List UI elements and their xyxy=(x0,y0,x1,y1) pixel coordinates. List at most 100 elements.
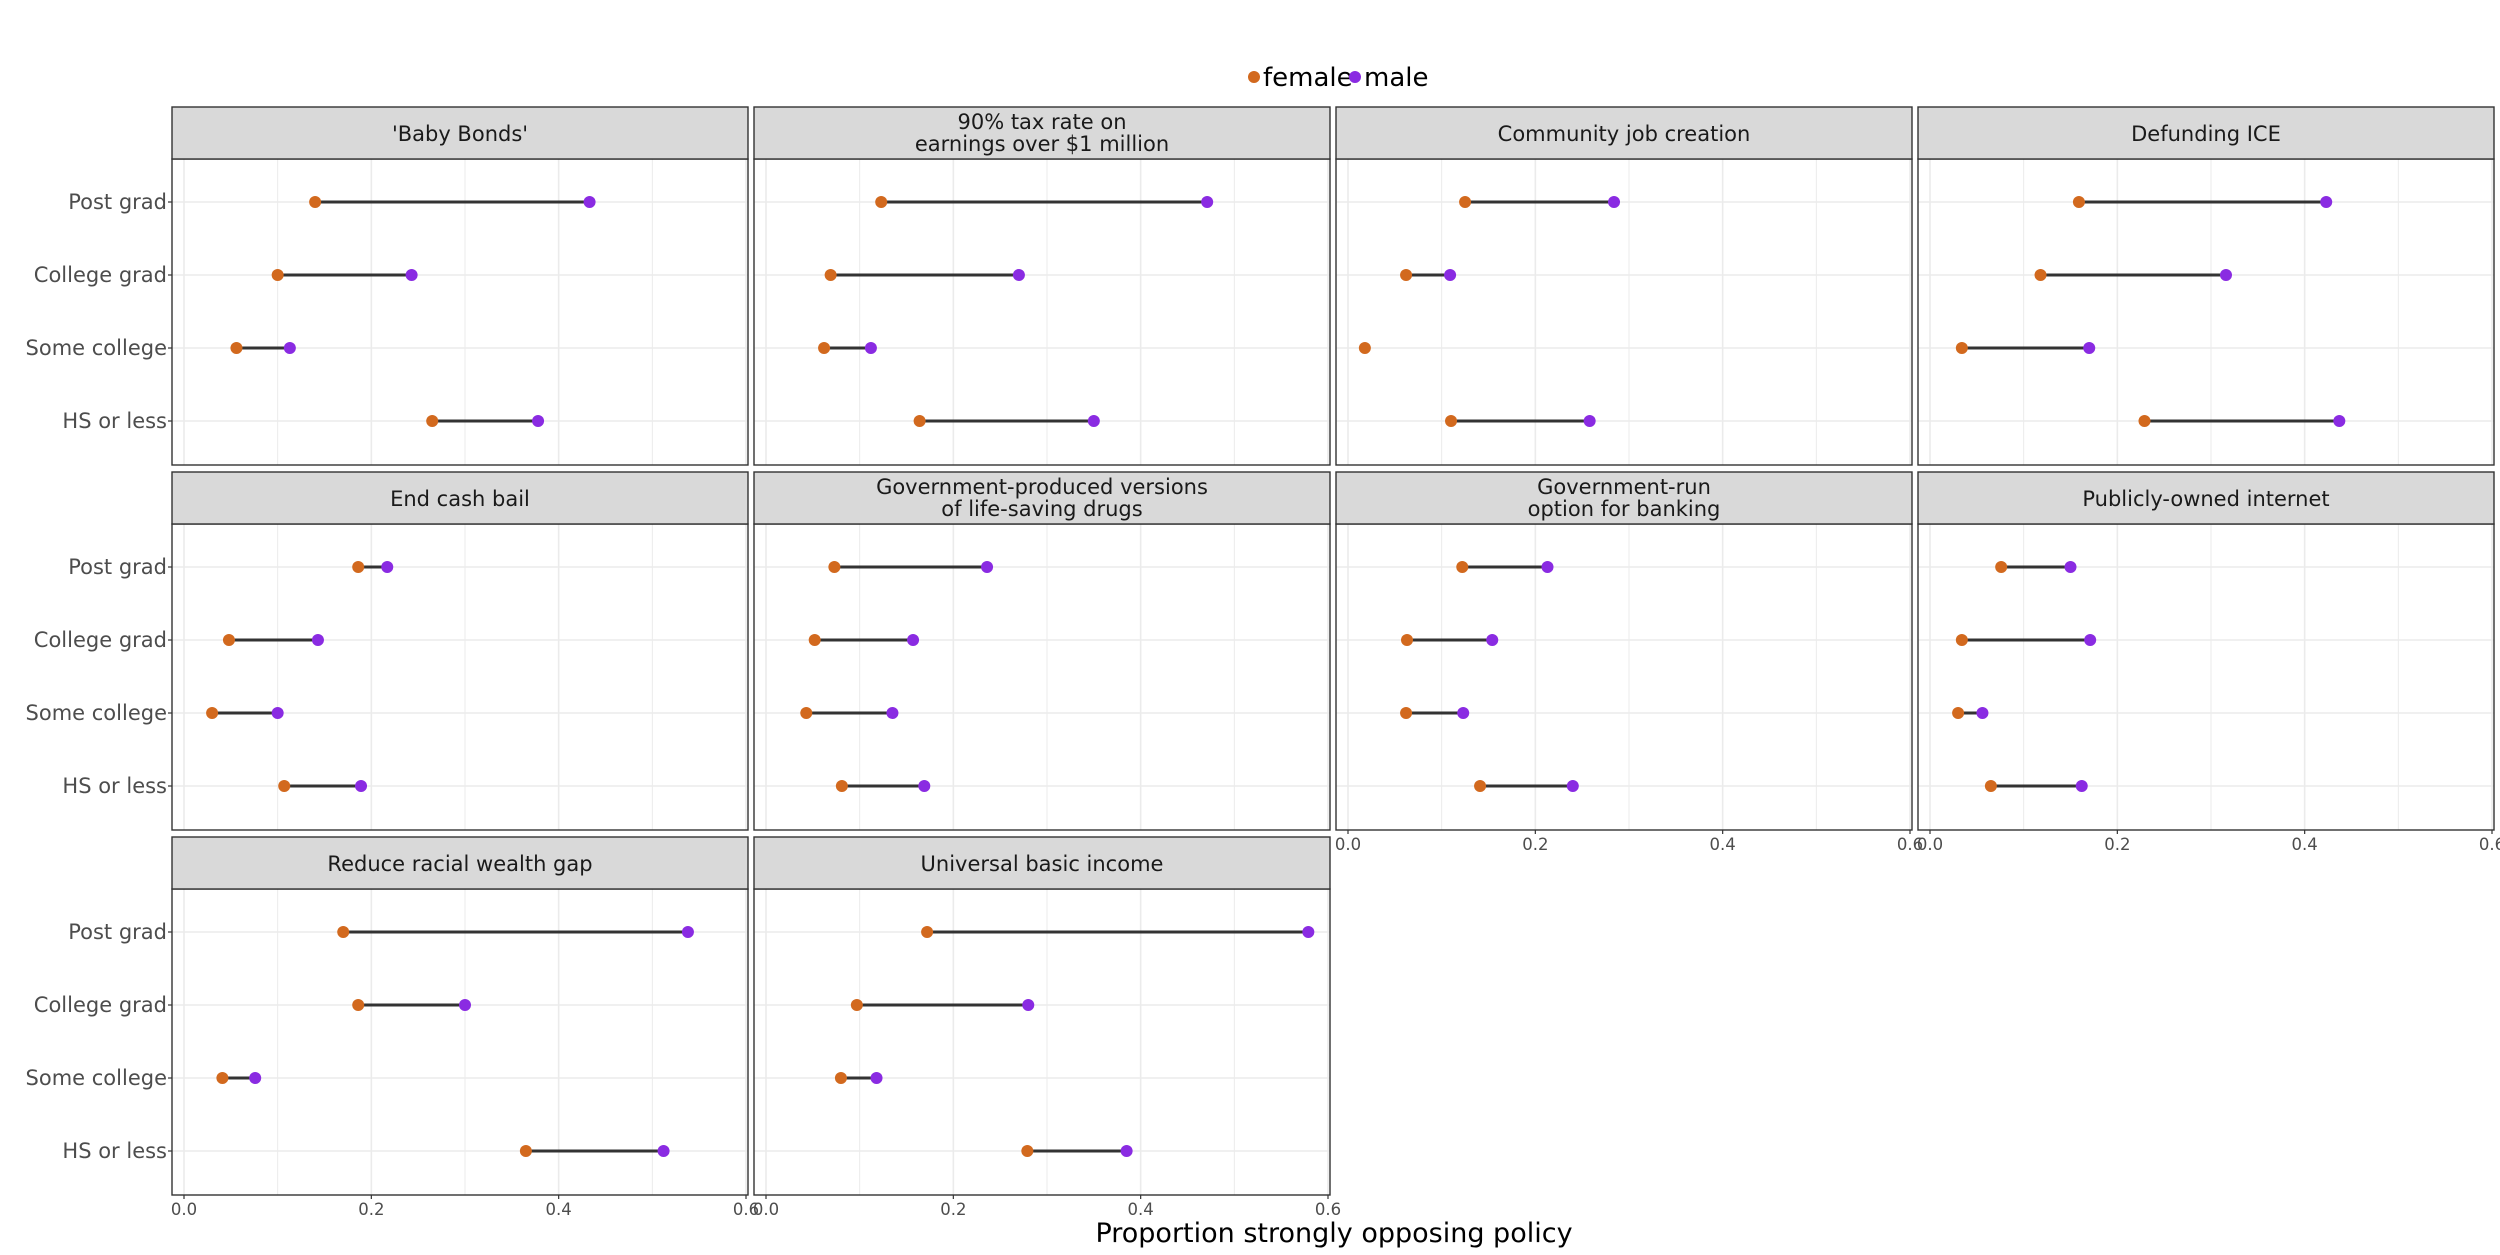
y-tick-label: Post grad xyxy=(68,555,167,579)
point-male xyxy=(1566,780,1579,792)
legend: female male xyxy=(1248,63,1428,93)
panel-5: End cash bail Post grad College grad Some c… xyxy=(26,471,749,831)
point-male xyxy=(311,634,324,646)
x-axis-title: Proportion strongly opposing policy xyxy=(1095,1218,1572,1249)
x-tick-label: 0.4 xyxy=(1710,835,1736,854)
point-female xyxy=(206,707,219,719)
panel-9: Reduce racial wealth gap Post grad College… xyxy=(26,836,759,1219)
point-male xyxy=(1201,196,1214,208)
y-tick-label: HS or less xyxy=(62,1139,167,1163)
point-male xyxy=(886,707,899,719)
panel-border xyxy=(753,888,1331,1196)
strip-background xyxy=(1917,106,2495,160)
point-male xyxy=(2075,780,2088,792)
panel-4: Defunding ICE xyxy=(1917,106,2495,466)
panel-title: Community job creation xyxy=(1498,122,1751,146)
y-tick-label: Some college xyxy=(26,336,167,360)
point-female xyxy=(1955,342,1968,354)
point-male xyxy=(405,269,418,281)
x-tick-label: 0.2 xyxy=(2104,835,2130,854)
panels-layer: 'Baby Bonds' Post grad College grad Some co… xyxy=(26,106,2500,1219)
point-male xyxy=(2083,342,2096,354)
panel-border xyxy=(1917,158,2495,466)
panel-1: 'Baby Bonds' Post grad College grad Some co… xyxy=(26,106,749,466)
panel-title: Government-produced versions xyxy=(876,475,1208,499)
point-female xyxy=(2138,415,2151,427)
x-tick-label: 0.6 xyxy=(1315,1200,1341,1219)
point-female xyxy=(808,634,821,646)
legend-label-male: male xyxy=(1364,63,1428,93)
panel-title: Universal basic income xyxy=(921,852,1164,876)
panel-title: 90% tax rate on xyxy=(957,110,1126,134)
y-tick-label: Post grad xyxy=(68,920,167,944)
point-male xyxy=(1012,269,1025,281)
point-male xyxy=(1444,269,1457,281)
panel-title: 'Baby Bonds' xyxy=(392,122,528,146)
point-female xyxy=(1456,561,1469,573)
point-female xyxy=(271,269,284,281)
x-tick-label: 0.6 xyxy=(733,1200,759,1219)
x-tick-label: 0.2 xyxy=(1522,835,1548,854)
panel-border xyxy=(171,523,749,831)
point-male xyxy=(864,342,877,354)
point-female xyxy=(1995,561,2008,573)
point-male xyxy=(2333,415,2346,427)
point-female xyxy=(800,707,813,719)
strip-background xyxy=(1917,471,2495,525)
y-tick-label: Some college xyxy=(26,701,167,725)
x-tick-label: 0.2 xyxy=(358,1200,384,1219)
panel-title: End cash bail xyxy=(390,487,530,511)
x-tick-label: 0.0 xyxy=(171,1200,197,1219)
point-female xyxy=(1358,342,1371,354)
point-female xyxy=(2034,269,2047,281)
point-female xyxy=(824,269,837,281)
point-male xyxy=(283,342,296,354)
strip-background xyxy=(753,836,1331,890)
point-female xyxy=(818,342,831,354)
point-female xyxy=(1952,707,1965,719)
y-tick-label: HS or less xyxy=(62,774,167,798)
point-male xyxy=(870,1072,883,1084)
point-female xyxy=(1984,780,1997,792)
panel-title: Defunding ICE xyxy=(2131,122,2281,146)
point-female xyxy=(1021,1145,1034,1157)
point-female xyxy=(519,1145,532,1157)
point-female xyxy=(230,342,243,354)
point-male xyxy=(1457,707,1470,719)
point-female xyxy=(216,1072,229,1084)
legend-label-female: female xyxy=(1263,63,1353,93)
x-tick-label: 0.0 xyxy=(753,1200,779,1219)
point-female xyxy=(1445,415,1458,427)
strip-background xyxy=(753,471,1331,525)
point-male xyxy=(918,780,931,792)
legend-key-male xyxy=(1349,71,1361,83)
x-tick-label: 0.4 xyxy=(546,1200,572,1219)
y-tick-label: HS or less xyxy=(62,409,167,433)
point-female xyxy=(921,926,934,938)
x-tick-label: 0.0 xyxy=(1335,835,1361,854)
point-male xyxy=(1541,561,1554,573)
point-male xyxy=(459,999,471,1011)
legend-key-female xyxy=(1248,71,1260,83)
point-male xyxy=(2084,634,2097,646)
panel-border xyxy=(1335,523,1913,831)
point-female xyxy=(913,415,926,427)
x-tick-label: 0.6 xyxy=(1897,835,1923,854)
point-male xyxy=(1022,999,1035,1011)
panel-title: Publicly-owned internet xyxy=(2082,487,2329,511)
x-tick-label: 0.4 xyxy=(2292,835,2318,854)
panel-title: of life-saving drugs xyxy=(941,497,1142,521)
point-female xyxy=(835,780,848,792)
panel-3: Community job creation xyxy=(1335,106,1913,466)
point-female xyxy=(1955,634,1968,646)
point-male xyxy=(2064,561,2077,573)
y-tick-label: College grad xyxy=(34,628,167,652)
x-tick-label: 0.6 xyxy=(2479,835,2500,854)
point-male xyxy=(1302,926,1315,938)
point-female xyxy=(2072,196,2085,208)
x-tick-label: 0.0 xyxy=(1917,835,1943,854)
point-male xyxy=(1608,196,1621,208)
